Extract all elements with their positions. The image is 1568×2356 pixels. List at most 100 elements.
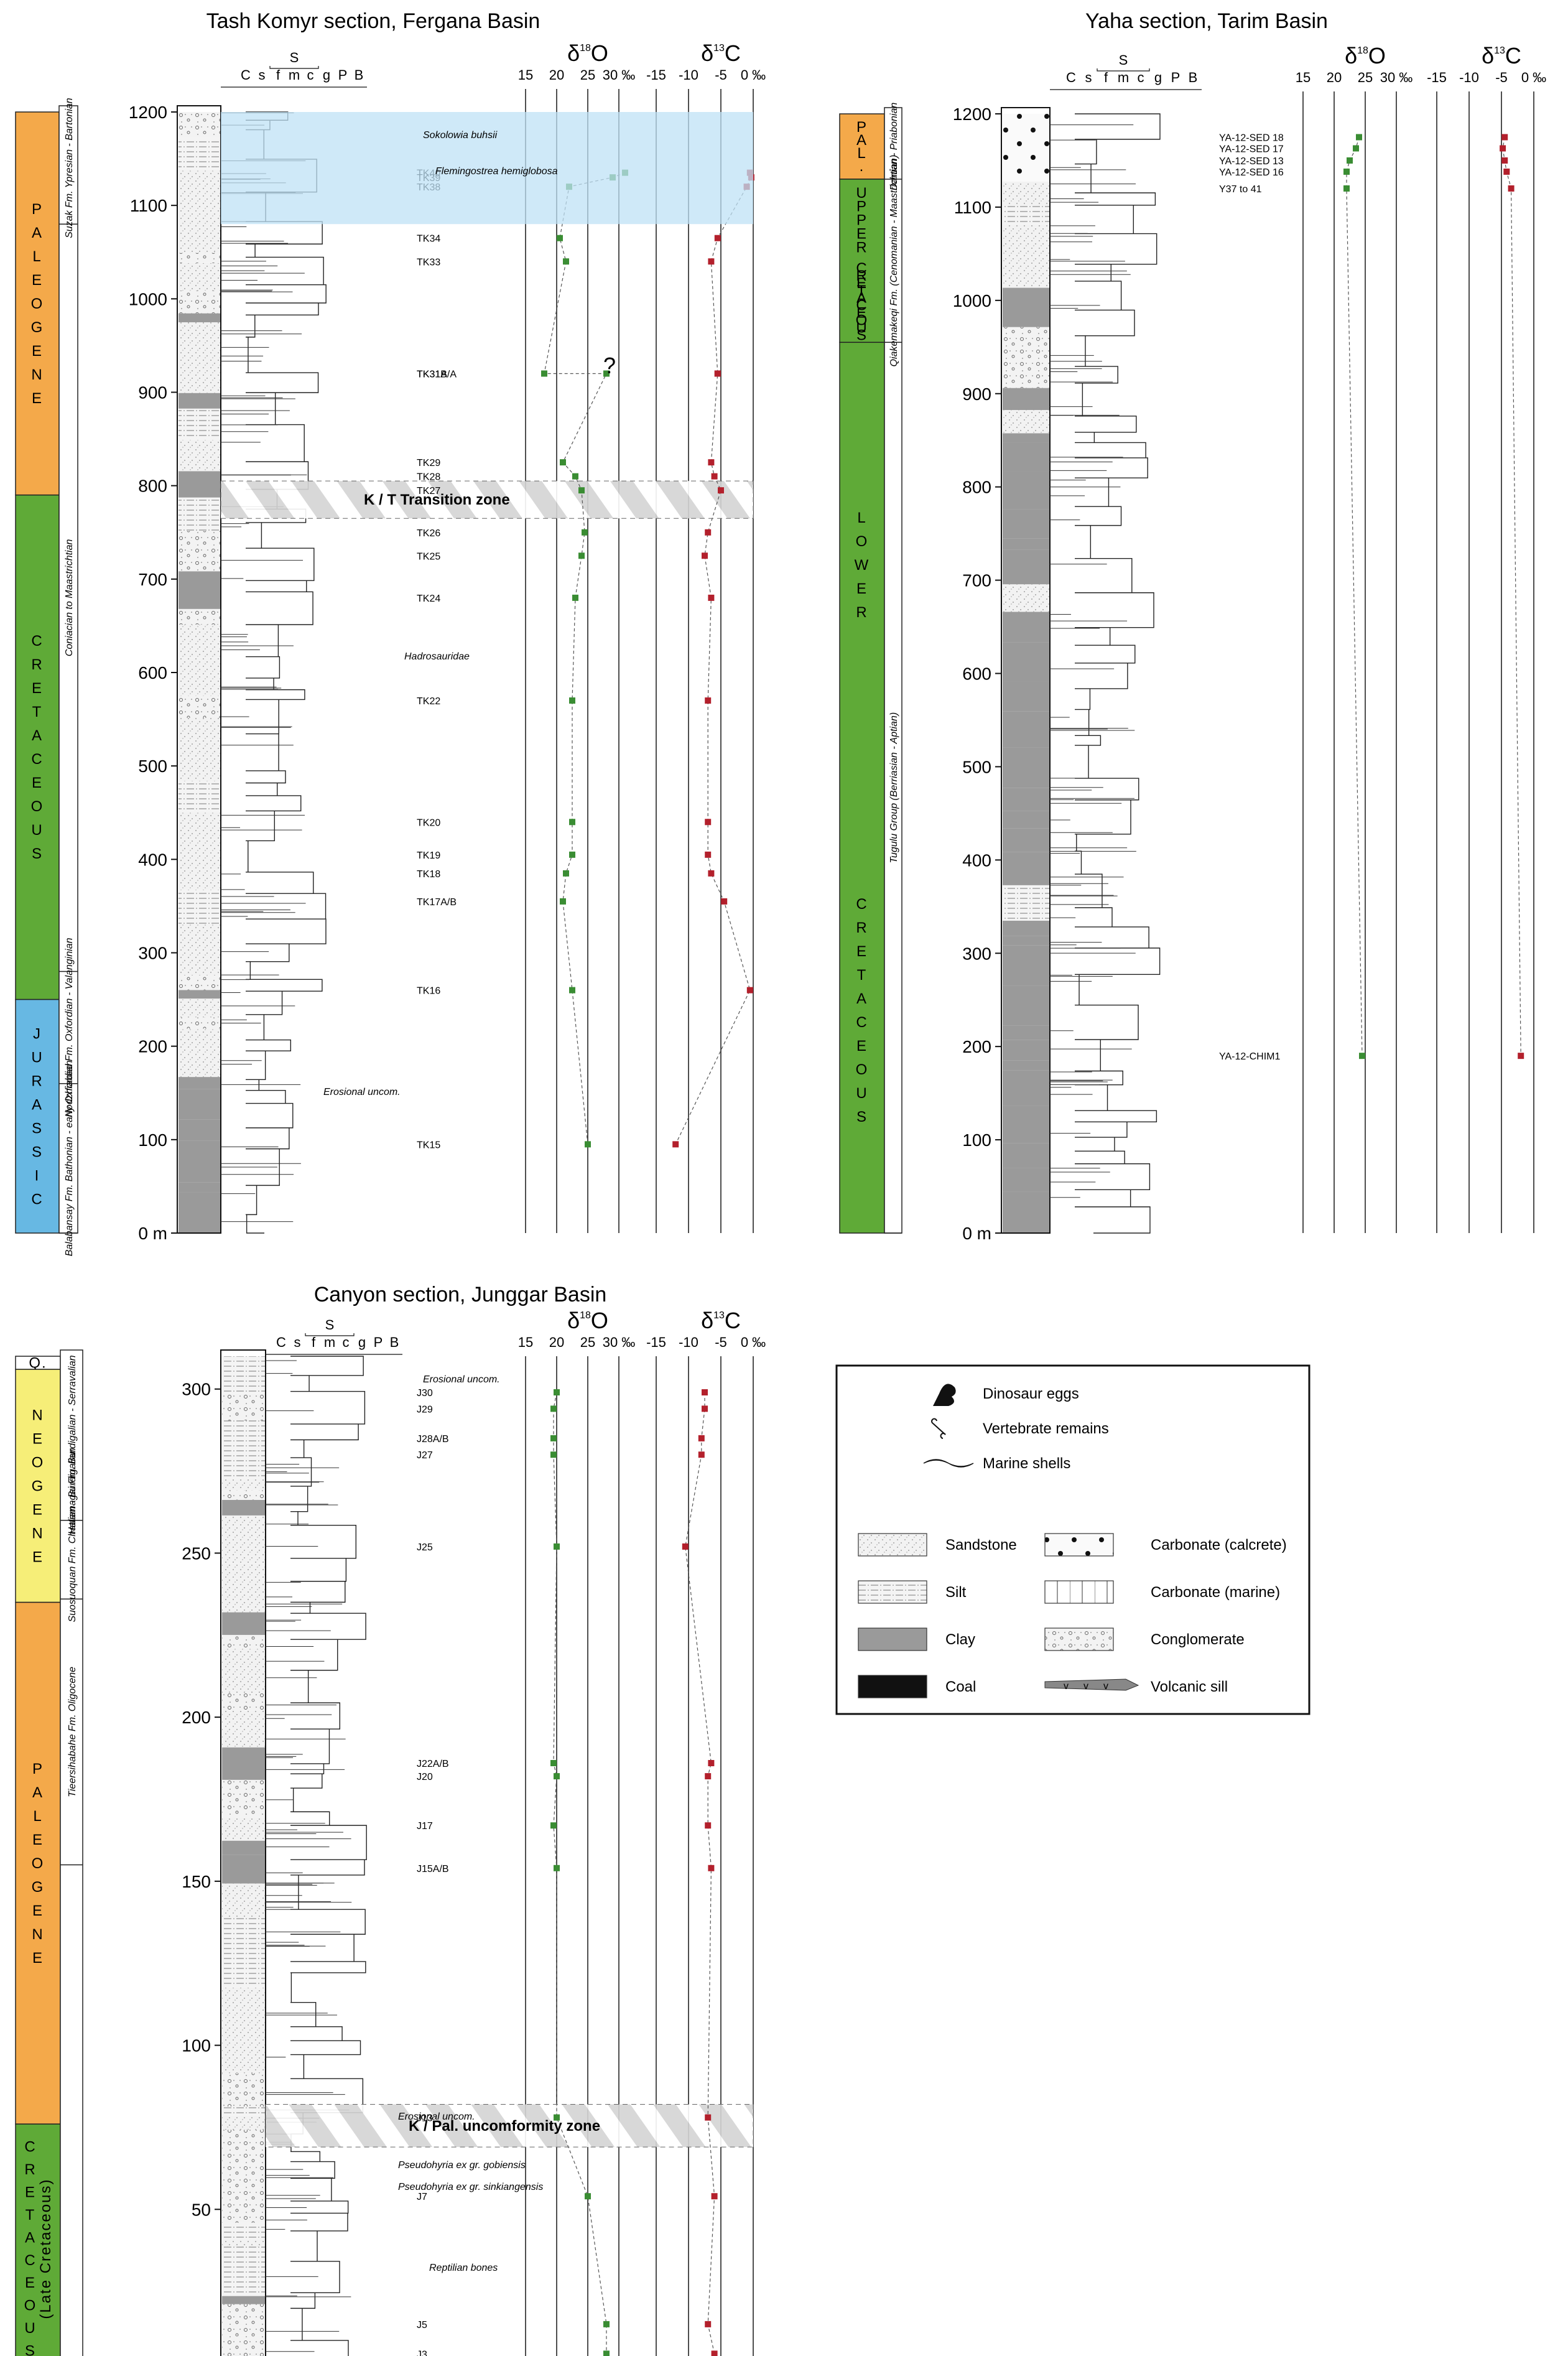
grain-label: f (312, 1334, 316, 1350)
grain-label: P (374, 1334, 383, 1350)
legend-swatch (1044, 1580, 1114, 1604)
grain-profile (290, 1356, 367, 2356)
depth-tick-label: 1000 (129, 289, 167, 309)
grain-label: s (259, 67, 266, 83)
formation-label: Suzak Fm. Ypresian - Bartonian (64, 98, 75, 238)
lithology-layer (1003, 509, 1050, 539)
svg-text:C: C (31, 633, 43, 650)
grain-label: C (276, 1334, 286, 1350)
svg-text:O: O (32, 1855, 45, 1872)
grain-label: B (390, 1334, 399, 1350)
depth-tick-label: 800 (962, 478, 991, 497)
svg-text:R: R (856, 604, 868, 621)
d18o-tick-label: 20 (549, 67, 564, 83)
dinosaur-egg-icon (933, 1384, 956, 1406)
d13c-point (698, 1451, 705, 1458)
lithology-layer (1003, 129, 1050, 141)
d13c-trend-line (685, 1392, 715, 2354)
grain-label: P (1171, 70, 1181, 85)
annotation-label: Hadrosauridae (404, 651, 470, 662)
svg-text:G: G (32, 1879, 45, 1896)
svg-text:A: A (856, 990, 868, 1007)
d13c-trend-line (1502, 137, 1521, 1056)
lithology-layer (1003, 1060, 1050, 1071)
svg-text:P: P (32, 201, 43, 218)
sample-label: J3 (417, 2349, 427, 2356)
grain-label: C (1066, 70, 1076, 85)
svg-text:N: N (32, 1407, 44, 1423)
svg-text:C: C (856, 1014, 868, 1031)
lithology-layer (179, 718, 221, 740)
d13c-point (718, 487, 724, 494)
svg-text:U: U (24, 2320, 36, 2337)
lithology-layer (179, 1055, 221, 1078)
svg-text:U: U (856, 1085, 868, 1102)
svg-text:R: R (31, 656, 43, 673)
depth-tick-label: 0 m (138, 1224, 167, 1243)
sample-label: TK18 (417, 869, 440, 880)
d18o-tick-label: 15 (1296, 70, 1311, 85)
lithology-layer (1003, 114, 1050, 130)
annotation-label: ? (603, 353, 616, 378)
grain-label: f (276, 67, 281, 83)
svg-text:E: E (856, 305, 868, 322)
period-box (15, 111, 60, 496)
lithology-layer (1003, 256, 1050, 288)
sample-label: YA-12-SED 18 (1219, 133, 1284, 143)
lithology-layer (179, 112, 221, 138)
sample-label: J5 (417, 2320, 427, 2330)
svg-text:N: N (32, 1525, 44, 1542)
d18o-tick-label: 20 (1327, 70, 1342, 85)
lithology-layer (1003, 287, 1050, 327)
lithology-layer (179, 1077, 221, 1089)
d18o-point (578, 487, 585, 494)
svg-text:N: N (32, 1926, 44, 1943)
depth-tick-label: 300 (182, 1380, 211, 1399)
d18o-point (557, 235, 563, 241)
legend-symbol-label: Marine shells (983, 1455, 1070, 1472)
d18o-point (563, 258, 569, 265)
period-label: PAL. (856, 119, 868, 175)
d13c-tick-label: -10 (679, 67, 698, 83)
transition-zone (265, 2104, 754, 2148)
grain-s-label: S (325, 1317, 335, 1333)
lithology-layer (222, 2246, 266, 2282)
lithology-layer (222, 1393, 266, 1421)
section-yaha: Yaha section, Tarim BasinPAL.UPPERCRETAC… (839, 9, 1546, 1243)
d13c-header: δ13C (701, 40, 741, 66)
formation-label: Balabansay Fm. Bathonian - early Oxfordi… (64, 1060, 75, 1256)
lithology-layer (1003, 327, 1050, 370)
svg-text:E: E (32, 343, 43, 360)
svg-text:C: C (31, 1191, 43, 1208)
svg-text:P: P (856, 119, 868, 136)
d13c-point (721, 898, 728, 905)
d13c-tick-label: -5 (715, 1334, 727, 1350)
depth-tick-label: 400 (138, 850, 167, 869)
d13c-point (711, 473, 718, 480)
lithology-layer (222, 1987, 266, 2019)
legend-lithology-label: Silt (945, 1584, 967, 1601)
section-title: Tash Komyr section, Fergana Basin (206, 9, 540, 33)
lithology-layer (222, 2222, 266, 2240)
d13c-point (711, 2193, 718, 2200)
lithology-layer (1003, 224, 1050, 256)
lithology-layer (179, 213, 221, 253)
svg-text:A: A (856, 290, 868, 307)
lithology-layer (179, 1017, 221, 1029)
lithology-layer (179, 497, 221, 531)
grain-label: f (1104, 70, 1108, 85)
lithology-layer (222, 1817, 266, 1841)
d13c-tick-label: -10 (679, 1334, 698, 1350)
annotation-label: Erosional uncom. (398, 2112, 475, 2122)
lithology-layer (222, 1710, 266, 1731)
period-box (15, 1369, 61, 1603)
lithology-layer (179, 471, 221, 498)
lithology-layer (222, 1693, 266, 1711)
lithology-layer (179, 999, 221, 1018)
depth-tick-label: 600 (962, 664, 991, 684)
d13c-point (708, 1865, 715, 1871)
svg-text:A: A (32, 1784, 44, 1801)
lithology-layer (179, 879, 221, 890)
